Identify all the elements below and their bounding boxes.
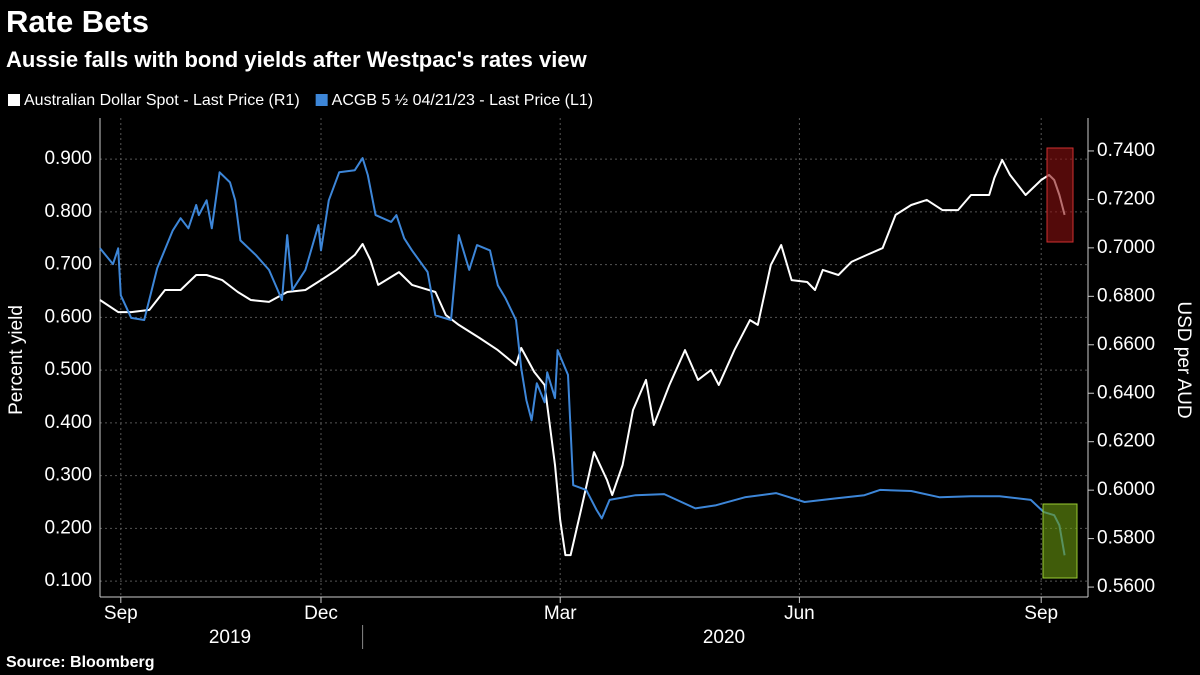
y-tick-label: 0.800 (44, 201, 92, 222)
x-tick-label: Dec (304, 603, 338, 624)
x-tick-label: Mar (544, 603, 577, 624)
series-line (99, 157, 1066, 556)
x-tick-label: Sep (1024, 603, 1058, 624)
y-tick-label: 0.100 (44, 570, 92, 591)
y-tick-label: 0.500 (44, 359, 92, 380)
highlight-box (1042, 503, 1078, 579)
x-tick-label: Sep (104, 603, 138, 624)
y2-axis-label: USD per AUD (1173, 301, 1194, 418)
year-label: 2020 (703, 627, 745, 648)
chart-title: Rate Bets (6, 4, 149, 39)
y2-tick-label: 0.6600 (1097, 334, 1155, 355)
legend-label: Australian Dollar Spot - Last Price (R1) (24, 92, 300, 109)
legend-label: ACGB 5 ½ 04/21/23 - Last Price (L1) (332, 92, 593, 109)
legend-swatch (8, 94, 20, 106)
legend-swatch (315, 94, 328, 106)
y-tick-label: 0.400 (44, 412, 92, 433)
y-tick-label: 0.700 (44, 254, 92, 275)
y2-tick-label: 0.7000 (1097, 237, 1155, 258)
y2-tick-label: 0.7400 (1097, 140, 1155, 161)
y2-tick-label: 0.5800 (1097, 528, 1155, 549)
y2-tick-label: 0.5600 (1097, 576, 1155, 597)
y-axis-label: Percent yield (6, 305, 27, 415)
y2-tick-label: 0.7200 (1097, 188, 1155, 209)
y-tick-label: 0.900 (44, 148, 92, 169)
y-tick-label: 0.200 (44, 517, 92, 538)
y-tick-label: 0.300 (44, 465, 92, 486)
chart-subtitle: Aussie falls with bond yields after West… (6, 47, 588, 72)
y2-tick-label: 0.6400 (1097, 382, 1155, 403)
y2-tick-label: 0.6200 (1097, 431, 1155, 452)
y-tick-label: 0.600 (44, 306, 92, 327)
series-line (99, 158, 1066, 557)
year-label: 2019 (209, 627, 251, 648)
y2-tick-label: 0.6800 (1097, 285, 1155, 306)
source: Source: Bloomberg (6, 654, 154, 671)
x-tick-label: Jun (784, 603, 815, 624)
highlight-box (1046, 147, 1074, 243)
y2-tick-label: 0.6000 (1097, 479, 1155, 500)
